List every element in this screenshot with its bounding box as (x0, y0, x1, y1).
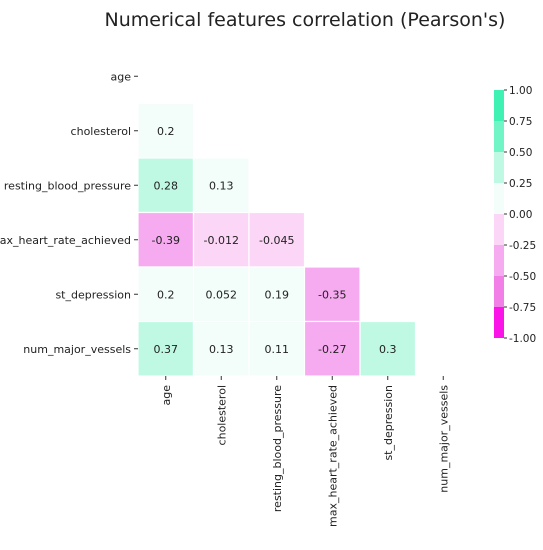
colorbar-tick-label: 0.00 (509, 209, 532, 221)
colorbar-bin (494, 214, 504, 245)
y-tick-label: resting_blood_pressure (4, 179, 131, 192)
colorbar-bin (494, 276, 504, 307)
colorbar-tick-label: 0.25 (509, 178, 532, 190)
heatmap-cell-cholesterol-age (137, 102, 195, 159)
y-tick-label: num_major_vessels (23, 343, 131, 356)
cell-value-label: -0.012 (204, 234, 239, 247)
heatmap-cell-num_major_vessels-cholesterol (192, 320, 250, 377)
cell-value-label: 0.13 (209, 179, 234, 192)
cell-value-label: 0.28 (154, 179, 179, 192)
colorbar-tick-label: 1.00 (509, 85, 532, 97)
colorbar-tick-label: 0.50 (509, 147, 532, 159)
colorbar-tick-label: -1.00 (509, 333, 536, 345)
colorbar-tick-label: 0.75 (509, 116, 532, 128)
heatmap-cells: 0.2 0.28 0.13 -0.39 -0.012 -0.045 0.2 0.052 0.19… (137, 102, 417, 377)
heatmap-cell-st_depression-max_heart_rate_achieved (303, 266, 361, 323)
x-tick-label: st_depression (382, 385, 395, 461)
colorbar-bin (494, 121, 504, 152)
x-tick-label: cholesterol (215, 385, 228, 445)
colorbar-bin (494, 183, 504, 214)
y-tick-label: max_heart_rate_achieved (0, 234, 131, 247)
cell-value-label: -0.39 (152, 234, 180, 247)
x-tick-label: age (160, 385, 173, 406)
y-tick-label: st_depression (55, 288, 131, 301)
x-tick-label: resting_blood_pressure (271, 385, 284, 512)
chart-title: Numerical features correlation (Pearson'… (105, 9, 506, 31)
cell-value-label: 0.13 (209, 343, 234, 356)
colorbar-bin (494, 152, 504, 183)
colorbar-bin (494, 307, 504, 338)
colorbar-bin (494, 90, 504, 121)
cell-value-label: 0.19 (265, 288, 290, 301)
x-tick-label: max_heart_rate_achieved (326, 385, 339, 527)
cell-value-label: 0.2 (157, 288, 175, 301)
cell-value-label: 0.11 (265, 343, 290, 356)
x-tick-label: num_major_vessels (437, 385, 450, 493)
cell-value-label: 0.37 (154, 343, 179, 356)
y-tick-label: cholesterol (71, 125, 131, 138)
heatmap-cell-num_major_vessels-max_heart_rate_achieved (303, 320, 361, 377)
x-tick-labels: age cholesterol resting_blood_pressure max_… (160, 376, 450, 527)
cell-value-label: -0.045 (259, 234, 294, 247)
cell-value-label: -0.27 (318, 343, 346, 356)
cell-value-label: 0.052 (206, 288, 238, 301)
colorbar-tick-label: -0.75 (509, 302, 536, 314)
colorbar: 1.00 0.75 0.50 0.25 0.00 -0.25 -0.50 -0.75 -1.00 (494, 85, 536, 345)
colorbar-bin (494, 245, 504, 276)
cell-value-label: 0.3 (379, 343, 397, 356)
y-tick-label: age (111, 70, 132, 83)
cell-value-label: 0.2 (157, 125, 175, 138)
colorbar-tick-label: -0.50 (509, 271, 536, 283)
cell-value-label: -0.35 (318, 288, 346, 301)
heatmap-cell-st_depression-cholesterol (192, 266, 250, 323)
y-tick-labels: age cholesterol resting_blood_pressure max_… (0, 70, 138, 356)
heatmap-cell-max_heart_rate_achieved-resting_blood_pressure (248, 211, 306, 268)
heatmap-cell-resting_blood_pressure-age (137, 157, 195, 214)
colorbar-tick-label: -0.25 (509, 240, 536, 252)
